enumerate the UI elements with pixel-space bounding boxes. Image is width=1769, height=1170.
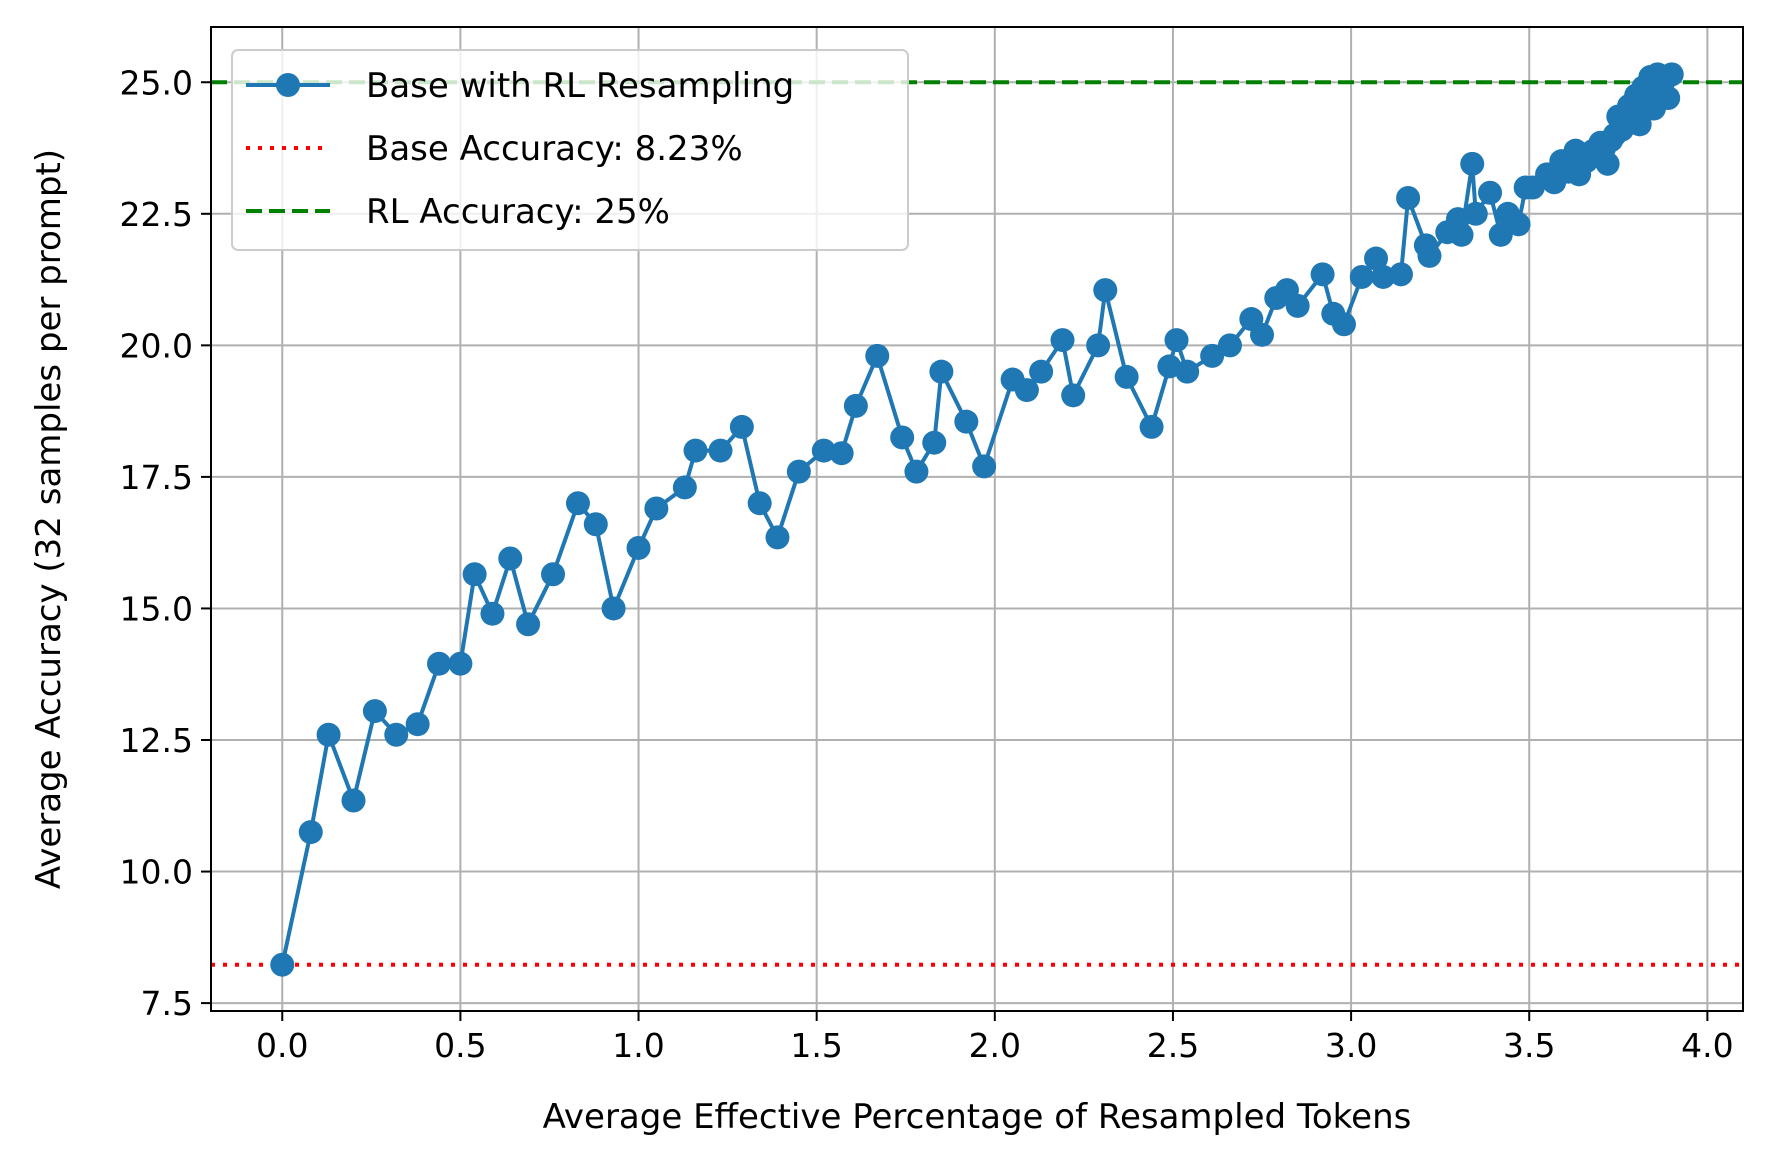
y-tick-label: 10.0 <box>120 853 193 892</box>
legend-marker-series <box>276 73 300 97</box>
legend-box <box>231 49 909 251</box>
data-point <box>1250 322 1275 347</box>
data-point <box>747 491 772 516</box>
data-point <box>644 496 669 521</box>
data-point <box>1656 86 1681 111</box>
y-tick-label: 12.5 <box>120 721 193 760</box>
x-tick-label: 2.5 <box>1147 1026 1199 1065</box>
data-point <box>626 535 651 560</box>
data-point <box>498 546 523 571</box>
data-point <box>1349 264 1374 289</box>
data-point <box>1139 414 1164 439</box>
data-point <box>462 562 487 587</box>
x-tick-label: 3.5 <box>1503 1026 1555 1065</box>
data-point <box>1029 359 1054 384</box>
data-point <box>1371 264 1396 289</box>
data-point <box>1050 328 1075 353</box>
data-point <box>1114 364 1139 389</box>
data-point <box>786 459 811 484</box>
axes-frame <box>210 26 1744 1012</box>
data-point <box>1364 246 1389 271</box>
data-point <box>904 459 929 484</box>
data-point <box>541 562 566 587</box>
x-tick-label: 1.5 <box>790 1026 842 1065</box>
data-point <box>601 596 626 621</box>
data-point <box>829 441 854 466</box>
data-point <box>384 722 409 747</box>
data-point <box>1331 312 1356 337</box>
data-point <box>1595 151 1620 176</box>
data-point <box>843 393 868 418</box>
data-point <box>362 699 387 724</box>
data-point <box>1164 328 1189 353</box>
data-point <box>1478 180 1503 205</box>
data-point <box>1061 383 1086 408</box>
data-point <box>270 952 295 977</box>
data-point <box>427 651 452 676</box>
data-point <box>865 343 890 368</box>
data-point <box>1417 243 1442 268</box>
data-point <box>708 438 733 463</box>
x-tick-label: 0.0 <box>256 1026 308 1065</box>
data-series <box>270 62 1684 977</box>
y-axis-label: Average Accuracy (32 samples per prompt) <box>29 149 69 889</box>
data-point <box>765 525 790 550</box>
axis-ticks: 0.0 0.5 1.0 1.5 2.0 2.5 3.0 3.5 4.0 7.5 10.0 12.5 15… <box>120 63 1734 1065</box>
y-tick-label: 15.0 <box>120 589 193 628</box>
legend: Base with RL Resampling Base Accuracy: 8… <box>231 49 909 251</box>
data-point <box>298 820 323 845</box>
data-point <box>480 601 505 626</box>
data-point <box>1388 262 1413 287</box>
data-point <box>341 788 366 813</box>
y-tick-label: 20.0 <box>120 326 193 365</box>
data-point <box>1086 333 1111 358</box>
data-point <box>1488 222 1513 247</box>
data-point <box>1460 151 1485 176</box>
data-point <box>1449 222 1474 247</box>
data-point <box>1200 343 1225 368</box>
data-point <box>1093 278 1118 303</box>
data-point <box>1175 359 1200 384</box>
data-point <box>1014 378 1039 403</box>
x-tick-label: 2.0 <box>969 1026 1021 1065</box>
data-point <box>811 438 836 463</box>
data-point <box>1217 333 1242 358</box>
data-point <box>565 491 590 516</box>
y-tick-label: 25.0 <box>120 63 193 102</box>
legend-label-base-accuracy: Base Accuracy: 8.23% <box>366 129 743 169</box>
y-tick-label: 7.5 <box>141 984 193 1023</box>
x-tick-label: 4.0 <box>1681 1026 1733 1065</box>
x-tick-label: 3.0 <box>1325 1026 1377 1065</box>
data-point <box>1285 293 1310 318</box>
data-point <box>683 438 708 463</box>
data-point <box>1310 262 1335 287</box>
data-point <box>972 454 997 479</box>
data-point <box>1396 186 1421 211</box>
data-point <box>316 722 341 747</box>
data-point <box>729 414 754 439</box>
legend-label-rl-accuracy: RL Accuracy: 25% <box>366 192 670 232</box>
x-tick-label: 0.5 <box>434 1026 486 1065</box>
data-point <box>583 512 608 537</box>
y-tick-label: 22.5 <box>120 195 193 234</box>
x-tick-label: 1.0 <box>612 1026 664 1065</box>
data-point <box>954 409 979 434</box>
data-point <box>922 430 947 455</box>
x-axis-label: Average Effective Percentage of Resample… <box>543 1097 1412 1137</box>
data-point <box>1659 62 1684 87</box>
data-point <box>1463 201 1488 226</box>
legend-label-series: Base with RL Resampling <box>366 66 794 106</box>
data-point <box>1506 212 1531 237</box>
data-point <box>929 359 954 384</box>
data-point <box>1627 112 1652 137</box>
data-point <box>448 651 473 676</box>
data-point <box>672 475 697 500</box>
data-point <box>890 425 915 450</box>
data-point <box>516 612 541 637</box>
data-point <box>405 712 430 737</box>
y-tick-label: 17.5 <box>120 458 193 497</box>
